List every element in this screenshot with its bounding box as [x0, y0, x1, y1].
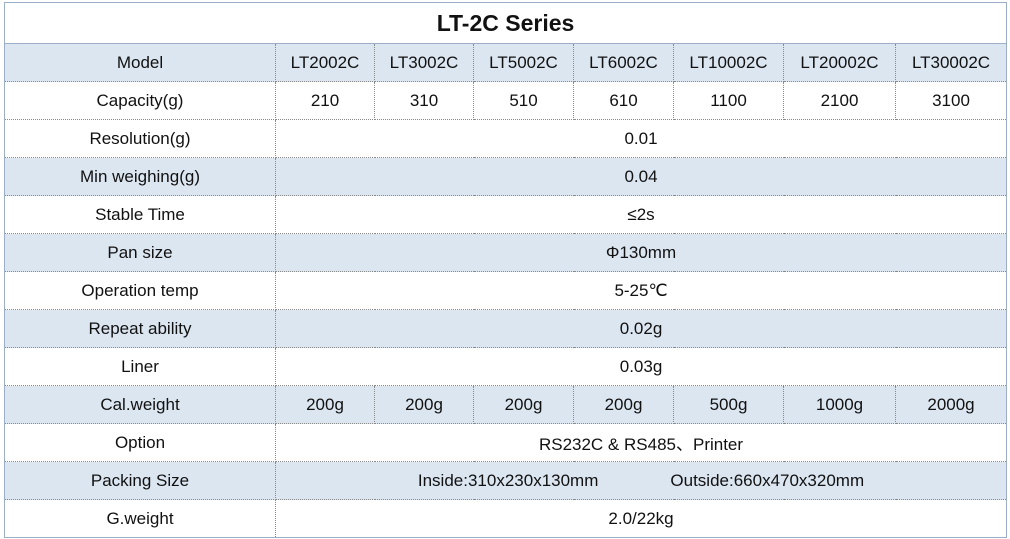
cell: 200g: [473, 385, 574, 424]
row-label: Pan size: [4, 233, 276, 272]
spec-table: LT-2C Series Model LT2002C LT3002C LT5002C L…: [3, 2, 1008, 538]
merged-cell: 5-25℃: [274, 271, 1008, 310]
cell: LT3002C: [374, 43, 474, 82]
cell: 3100: [894, 81, 1008, 120]
cell: 500g: [673, 385, 784, 424]
cell-text: 2.0/22kg: [608, 508, 674, 528]
row-label: Option: [4, 423, 276, 462]
merged-cell: ≤2s: [274, 195, 1008, 234]
table-row: Min weighing(g) 0.04: [4, 157, 1008, 196]
row-label: Capacity(g): [4, 81, 276, 120]
cell-text: ≤2s: [627, 204, 655, 224]
merged-cell: Inside:310x230x130mm Outside:660x470x320m…: [274, 461, 1008, 500]
cell: 1000g: [783, 385, 896, 424]
merged-cell: Φ130mm: [274, 233, 1008, 272]
table-row: Capacity(g) 210 310 510 610 1100 2100 3100: [4, 81, 1008, 120]
row-label: Repeat ability: [4, 309, 276, 348]
row-label: Operation temp: [4, 271, 276, 310]
table-row: Liner 0.03g: [4, 347, 1008, 386]
merged-cell: 2.0/22kg: [274, 499, 1008, 538]
cell: 200g: [573, 385, 674, 424]
merged-cell: RS232C & RS485、Printer: [274, 423, 1008, 462]
merged-cell: 0.04: [274, 157, 1008, 196]
row-label: G.weight: [4, 499, 276, 538]
table-row: Repeat ability 0.02g: [4, 309, 1008, 348]
cell: 510: [473, 81, 574, 120]
cell: 200g: [275, 385, 375, 424]
cell: LT30002C: [894, 43, 1008, 82]
row-label: Packing Size: [4, 461, 276, 500]
merged-cell: 0.01: [274, 119, 1008, 158]
row-label: Cal.weight: [4, 385, 276, 424]
merged-cell: 0.03g: [274, 347, 1008, 386]
cell-text: RS232C & RS485、Printer: [538, 435, 744, 454]
table-row: Operation temp 5-25℃: [4, 271, 1008, 310]
cell-text: 0.03g: [619, 356, 663, 376]
table-row: Packing Size Inside:310x230x130mm Outside:…: [4, 461, 1008, 500]
cell-text: Inside:310x230x130mm: [417, 470, 599, 490]
table-row: Model LT2002C LT3002C LT5002C LT6002C LT10002…: [4, 43, 1008, 82]
table-row: Cal.weight 200g 200g 200g 200g 500g 1000g 2000g: [4, 385, 1008, 424]
cell: LT6002C: [573, 43, 674, 82]
row-label: Model: [4, 43, 276, 82]
cell: 2000g: [894, 385, 1008, 424]
cell: 200g: [374, 385, 474, 424]
cell: LT5002C: [473, 43, 574, 82]
merged-cell: 0.02g: [274, 309, 1008, 348]
row-label: Resolution(g): [4, 119, 276, 158]
table-row: Stable Time ≤2s: [4, 195, 1008, 234]
table-title: LT-2C Series: [3, 2, 1008, 44]
cell-text: Outside:660x470x320mm: [670, 470, 865, 490]
cell: 310: [374, 81, 474, 120]
cell-text: 0.02g: [619, 318, 663, 338]
table-row: Pan size Φ130mm: [4, 233, 1008, 272]
row-label: Min weighing(g): [4, 157, 276, 196]
cell: LT2002C: [275, 43, 375, 82]
table-row: Option RS232C & RS485、Printer: [4, 423, 1008, 462]
cell: 610: [573, 81, 674, 120]
cell-text: 5-25℃: [614, 280, 668, 300]
spec-sheet: LT-2C Series Model LT2002C LT3002C LT5002C L…: [3, 2, 1008, 538]
cell-text: 0.04: [624, 166, 658, 186]
row-label: Stable Time: [4, 195, 276, 234]
cell: 2100: [783, 81, 896, 120]
cell-text: 0.01: [624, 128, 658, 148]
cell: 1100: [673, 81, 784, 120]
row-label: Liner: [4, 347, 276, 386]
cell: LT10002C: [673, 43, 784, 82]
cell: 210: [275, 81, 375, 120]
cell: LT20002C: [783, 43, 896, 82]
table-row: Resolution(g) 0.01: [4, 119, 1008, 158]
table-row: G.weight 2.0/22kg: [4, 499, 1008, 538]
cell-text: Φ130mm: [605, 242, 677, 262]
